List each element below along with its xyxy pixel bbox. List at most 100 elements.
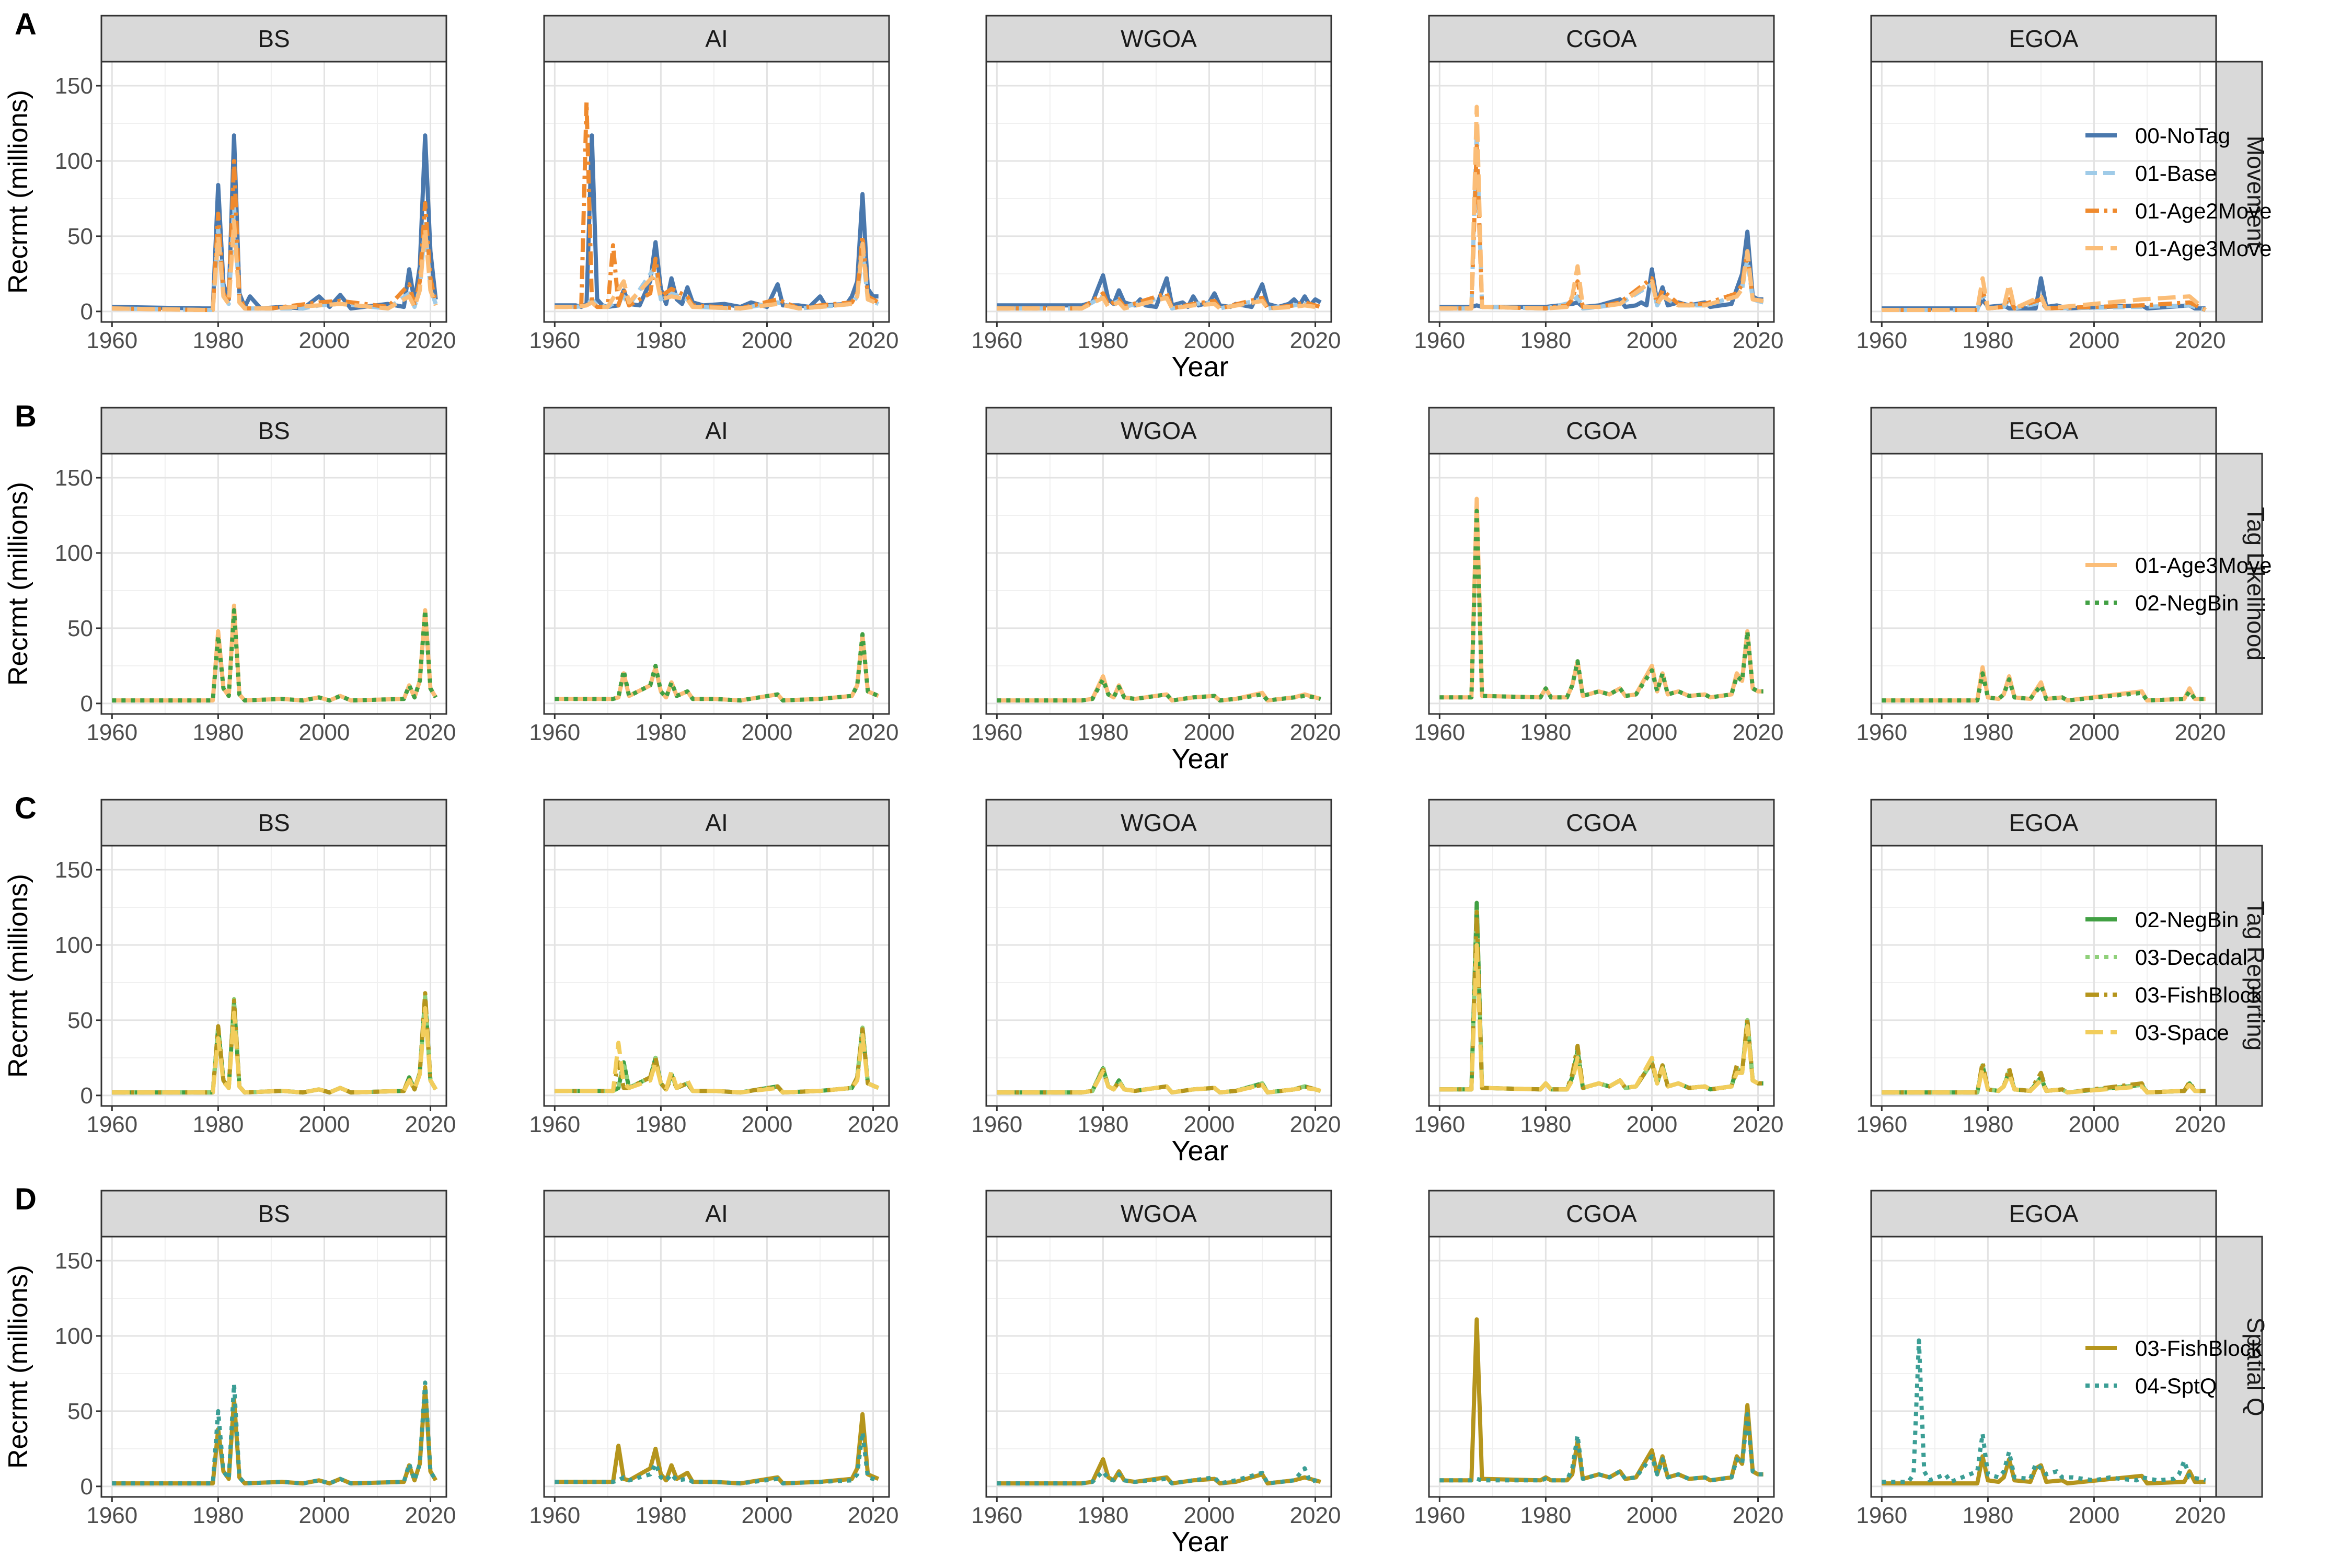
x-tick-label: 2000 (299, 1503, 350, 1528)
series-line-03-space (997, 1069, 1321, 1095)
x-tick-label: 2020 (1290, 720, 1341, 745)
x-tick-label: 2020 (1733, 720, 1784, 745)
series-group (997, 273, 1322, 311)
x-tick-label: 2020 (405, 1112, 456, 1137)
x-tick-label: 2000 (1627, 328, 1678, 353)
x-tick-label: 2020 (848, 328, 899, 353)
x-tick-label: 2020 (848, 1503, 899, 1528)
x-tick-label: 1980 (1077, 328, 1128, 353)
legend-label: 01-Base (2135, 161, 2217, 186)
legend-label: 03-Decadal (2135, 945, 2247, 970)
x-tick-label: 2000 (2069, 328, 2120, 353)
panel-border (985, 61, 1332, 323)
x-tick-label: 1980 (1520, 1112, 1571, 1137)
x-tick-label: 2020 (1290, 1503, 1341, 1528)
series-line-01-age3move (1882, 276, 2207, 312)
y-axis-label: Recrmt (millions) (3, 482, 33, 686)
facet-strip (100, 1190, 447, 1238)
row-strip-label: Tag Reporting (2242, 901, 2269, 1051)
facet-egoa: EGOA 1960 1980 2000 2020 (1856, 15, 2226, 353)
panel-border (100, 453, 447, 715)
plot-background (1871, 846, 2216, 1106)
x-tick-label: 1960 (529, 328, 580, 353)
x-tick-label: 2020 (405, 328, 456, 353)
row-strip (2215, 453, 2263, 715)
facet-cgoa: CGOA 1960 1980 2000 2020 (1414, 15, 1783, 353)
series-line-01-age2move (1439, 144, 1764, 311)
facet-strip (543, 799, 890, 847)
legend-label: 01-Age3Move (2135, 553, 2272, 578)
facet-cgoa: CGOA 1960 1980 2000 2020 (1414, 407, 1784, 745)
row-strip-label: Tag Likelihood (2242, 507, 2269, 661)
x-tick-label: 1980 (1077, 1503, 1128, 1528)
x-tick-label: 2020 (2175, 1112, 2226, 1137)
facet-bs: BS 1960 1980 2000 2020 0 50 100 150 (55, 15, 456, 353)
panel-border (100, 845, 447, 1107)
series-line-01-age3move (555, 241, 880, 311)
x-tick-label: 1960 (1856, 1503, 1907, 1528)
facet-strip (985, 799, 1332, 847)
y-tick-label: 150 (55, 1248, 93, 1274)
y-tick-label: 100 (55, 540, 93, 566)
series-group (997, 1457, 1321, 1486)
legend-label: 01-Age2Move (2135, 199, 2272, 223)
x-tick-label: 1960 (971, 1112, 1022, 1137)
panel-border (985, 845, 1332, 1107)
legend-label: 03-FishBlock (2135, 983, 2263, 1007)
x-tick-label: 1960 (529, 1503, 580, 1528)
y-axis-label: Recrmt (millions) (3, 874, 33, 1078)
facet-ai: AI 1960 1980 2000 2020 (529, 799, 898, 1137)
x-tick-label: 2000 (742, 1112, 793, 1137)
facet-bs: BS 1960 1980 2000 2020 0 50 100 150 (55, 799, 456, 1137)
y-tick-label: 50 (67, 224, 93, 249)
panel-label: A (15, 7, 37, 41)
x-tick-label: 1980 (192, 328, 244, 353)
facet-strip-label: AI (705, 25, 728, 52)
panel-border (543, 453, 890, 715)
series-group (1439, 497, 1763, 700)
facet-strip-label: EGOA (2009, 417, 2079, 444)
x-tick-label: 2020 (2175, 328, 2226, 353)
x-tick-label: 1980 (1962, 1112, 2013, 1137)
plot-background (101, 1237, 446, 1497)
facet-cgoa: CGOA 1960 1980 2000 2020 (1414, 799, 1783, 1137)
row-strip (2215, 1236, 2263, 1498)
x-tick-label: 1960 (971, 1503, 1022, 1528)
series-group (112, 133, 438, 312)
facet-strip-label: AI (705, 417, 728, 444)
facet-strip (100, 407, 447, 455)
facet-strip (100, 799, 447, 847)
plot-background (986, 454, 1331, 714)
panel-border (543, 845, 890, 1107)
series-group (1439, 901, 1763, 1092)
y-tick-label: 150 (55, 465, 93, 491)
facet-wgoa: WGOA 1960 1980 2000 2020 (971, 1190, 1341, 1528)
panel-border (985, 1236, 1332, 1498)
facet-strip-label: EGOA (2009, 809, 2079, 836)
series-group (555, 1025, 880, 1095)
plot-background (1429, 846, 1774, 1106)
panel-label: D (15, 1182, 37, 1216)
legend-label: 03-Space (2135, 1020, 2229, 1045)
x-tick-label: 2000 (1627, 720, 1678, 745)
panel-border (1428, 1236, 1775, 1498)
series-line-03-space (1439, 943, 1763, 1092)
x-axis-label: Year (1171, 1526, 1228, 1558)
facet-strip-label: BS (258, 1200, 290, 1227)
facet-cgoa: CGOA 1960 1980 2000 2020 (1414, 1190, 1783, 1528)
x-tick-label: 1980 (1077, 1112, 1128, 1137)
x-tick-label: 1980 (1520, 720, 1571, 745)
row-strip-label: Movement (2242, 136, 2269, 248)
x-axis-label: Year (1171, 351, 1228, 383)
x-tick-label: 1980 (192, 1112, 244, 1137)
facet-bs: BS 1960 1980 2000 2020 0 50 100 150 (55, 407, 456, 745)
plot-background (101, 62, 446, 322)
series-group (112, 991, 438, 1095)
legend: 03-FishBlock 04-SptQ (2085, 1336, 2263, 1398)
x-tick-label: 2000 (1184, 1503, 1235, 1528)
series-group (112, 1380, 438, 1486)
x-tick-label: 2000 (2069, 1503, 2120, 1528)
legend: 01-Age3Move 02-NegBin (2085, 553, 2272, 615)
series-group (997, 1065, 1321, 1095)
series-line-03-fishblock (1882, 1060, 2206, 1095)
